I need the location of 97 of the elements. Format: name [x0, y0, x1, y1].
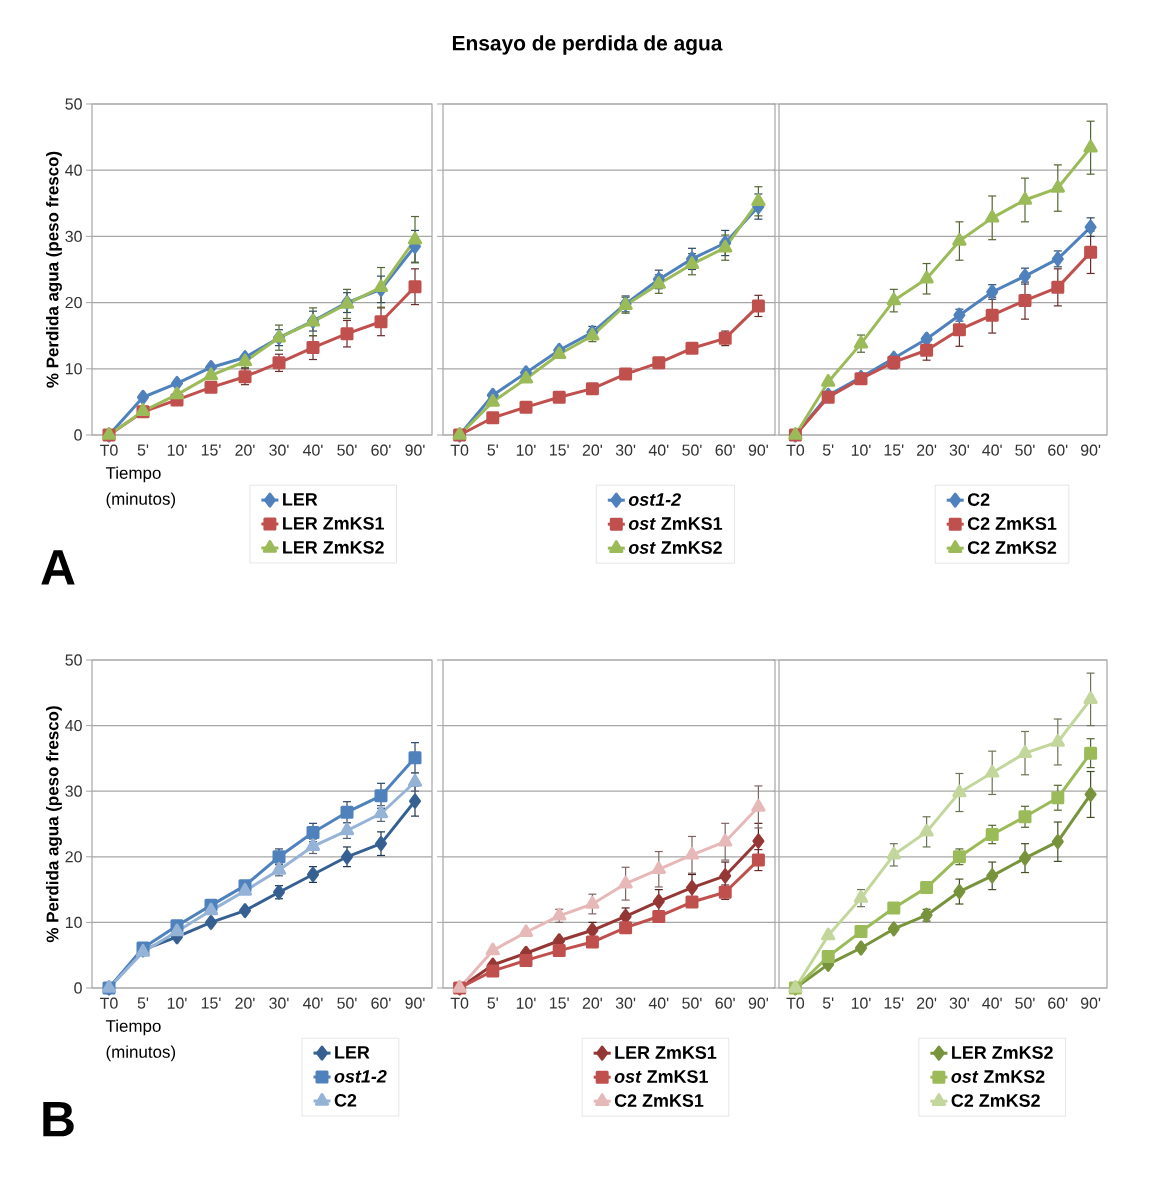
x-tick-label: 90': [748, 444, 768, 456]
x-tick-label: 90': [405, 997, 425, 1009]
x-tick-label: 50': [337, 444, 357, 456]
x-tick-label: 10': [167, 997, 187, 1009]
x-tick-label: 60': [371, 444, 391, 456]
x-tick-label: 30': [615, 997, 636, 1009]
x-tick-label: 20': [917, 444, 937, 456]
x-tick-label: 10': [167, 444, 187, 456]
x-tick-label: 20': [582, 997, 602, 1009]
x-tick-label: 60': [371, 997, 391, 1009]
x-tick-label: T0: [100, 997, 118, 1009]
x-tick-label: 10': [851, 444, 871, 456]
x-tick-label: 15': [550, 997, 569, 1009]
x-tick-label: 15': [201, 997, 221, 1009]
y-tick-label: 50: [65, 654, 82, 666]
x-tick-label: T0: [786, 997, 805, 1009]
y-tick-label: 20: [65, 296, 82, 309]
x-tick-label: 15': [884, 997, 904, 1009]
x-tick-label: 40': [648, 444, 669, 456]
x-tick-label: 30': [615, 444, 636, 456]
y-axis-title: % Perdida agua (peso fresco): [46, 706, 62, 943]
x-tick-label: 5': [822, 444, 834, 456]
y-tick-label: 50: [65, 98, 82, 110]
x-tick-label: 90': [748, 997, 768, 1009]
x-tick-label: T0: [786, 444, 805, 456]
x-tick-label: 10': [851, 997, 871, 1009]
legend-label: C2 ZmKS1: [967, 517, 1057, 530]
x-tick-label: 20': [917, 997, 937, 1009]
legend-label: LER: [335, 1046, 370, 1059]
legend-label: C2 ZmKS1: [614, 1094, 704, 1107]
x-tick-label: 20': [235, 444, 255, 456]
legend-label: LER ZmKS1: [615, 1046, 717, 1059]
legend-label: C2: [334, 1093, 357, 1107]
x-tick-label: 30': [269, 444, 289, 456]
x-tick-label: 5': [487, 444, 498, 456]
legend-label: ost ZmKS1: [628, 517, 723, 530]
x-tick-label: T0: [450, 444, 469, 456]
x-axis-title: Tiempo (minutos): [105, 1019, 176, 1062]
x-tick-label: 10': [516, 997, 536, 1009]
legend-label: ost1-2: [628, 493, 681, 506]
x-tick-label: 60': [1048, 444, 1068, 456]
y-tick-label: 10: [65, 916, 82, 929]
text: A: [41, 550, 75, 585]
x-tick-label: 30': [949, 444, 969, 456]
chart-title: Ensayo de perdida de agua: [452, 35, 723, 55]
y-tick-label: 30: [65, 785, 82, 797]
legend-label: LER ZmKS1: [283, 516, 385, 530]
x-tick-label: 5': [822, 997, 834, 1009]
x-tick-label: 5': [137, 444, 149, 456]
legend-label: C2 ZmKS2: [967, 541, 1057, 554]
legend-label: ost ZmKS2: [951, 1070, 1045, 1083]
x-tick-label: 50': [682, 444, 702, 456]
x-tick-label: 5': [137, 997, 149, 1009]
text: B: [43, 1102, 74, 1137]
legend-label: ost ZmKS2: [628, 541, 722, 554]
x-axis-title: Tiempo (minutos): [105, 466, 176, 509]
x-tick-label: 90': [405, 444, 425, 456]
x-tick-label: 50': [1015, 997, 1035, 1009]
y-axis-title: % Perdida agua (peso fresco): [46, 151, 62, 388]
x-tick-label: 40': [648, 997, 669, 1009]
x-tick-label: 15': [884, 444, 904, 456]
legend-label: ost ZmKS1: [614, 1070, 708, 1083]
y-tick-label: 20: [65, 851, 82, 863]
x-tick-label: 15': [550, 444, 569, 456]
y-tick-label: 40: [65, 164, 82, 176]
x-tick-label: 30': [949, 997, 969, 1009]
x-tick-label: 60': [715, 444, 735, 456]
x-tick-label: 20': [235, 997, 255, 1009]
legend-label: C2 ZmKS2: [951, 1094, 1040, 1107]
legend-label: LER ZmKS2: [952, 1046, 1053, 1059]
x-tick-label: 5': [487, 997, 498, 1009]
x-tick-label: 10': [516, 444, 536, 456]
y-tick-label: 30: [65, 230, 82, 243]
x-tick-label: 40': [302, 444, 323, 456]
x-tick-label: 30': [269, 997, 289, 1009]
x-tick-label: 60': [715, 997, 735, 1009]
x-tick-label: 50': [337, 997, 357, 1009]
x-tick-label: 20': [582, 444, 602, 456]
legend-label: ost1-2: [334, 1069, 387, 1083]
x-tick-label: 60': [1048, 997, 1068, 1009]
x-tick-label: 50': [1015, 444, 1035, 456]
x-tick-label: 15': [201, 444, 221, 456]
x-tick-label: 90': [1080, 444, 1101, 456]
legend-label: C2: [967, 493, 990, 506]
y-tick-label: 0: [74, 429, 82, 441]
y-tick-label: 40: [65, 719, 82, 732]
x-tick-label: 40': [982, 444, 1002, 456]
y-tick-label: 10: [65, 363, 82, 375]
x-tick-label: T0: [450, 997, 469, 1009]
legend-label: LER ZmKS2: [283, 540, 384, 554]
legend-label: LER: [283, 493, 318, 506]
x-tick-label: 40': [302, 997, 323, 1009]
y-tick-label: 0: [74, 982, 82, 994]
x-tick-label: 90': [1080, 997, 1101, 1009]
x-tick-label: 50': [682, 997, 702, 1009]
x-tick-label: 40': [982, 997, 1002, 1009]
x-tick-label: T0: [100, 444, 118, 456]
